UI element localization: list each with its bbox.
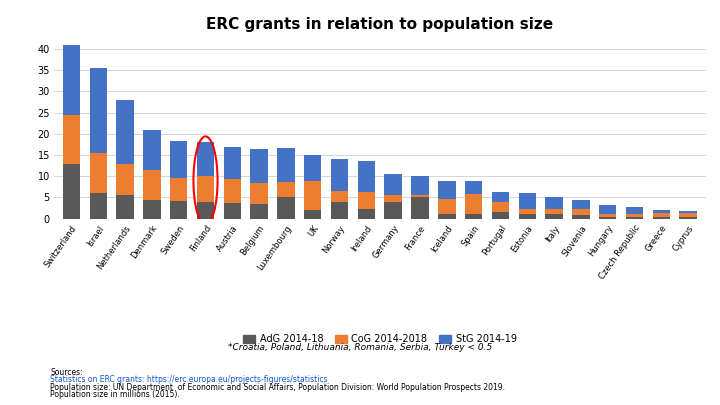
Bar [117,195,134,219]
Bar [277,148,294,182]
Bar [143,170,161,200]
Bar [197,176,215,202]
Bar [170,201,187,219]
Bar [492,212,509,219]
Bar [384,195,402,202]
Bar [599,217,616,219]
Bar [251,149,268,183]
Bar [465,181,482,194]
Bar [626,207,643,215]
Bar [680,213,697,217]
Bar [224,202,241,219]
Bar [680,211,697,213]
Bar [170,177,187,201]
Bar [438,199,456,213]
Bar [384,174,402,195]
Bar [224,179,241,202]
Bar [599,215,616,217]
Bar [143,200,161,219]
Bar [63,164,80,219]
Bar [277,197,294,219]
Bar [626,215,643,217]
Bar [680,217,697,219]
Bar [411,198,428,219]
Bar [438,213,456,219]
Bar [331,202,348,219]
Bar [545,209,563,215]
Bar [170,141,187,177]
Bar [358,192,375,209]
Bar [492,202,509,212]
Bar [63,45,80,115]
Bar [304,210,321,219]
Title: ERC grants in relation to population size: ERC grants in relation to population siz… [206,17,554,32]
Bar [492,192,509,202]
Bar [545,198,563,209]
Bar [117,100,134,164]
Bar [411,176,428,195]
Bar [465,194,482,213]
Bar [197,202,215,219]
Bar [331,191,348,202]
Bar [251,183,268,204]
Bar [331,159,348,191]
Bar [545,215,563,219]
Bar [652,210,670,213]
Bar [384,202,402,219]
Bar [277,182,294,197]
Bar [358,209,375,219]
Bar [143,130,161,170]
Bar [358,160,375,192]
Text: Population size in millions (2015).: Population size in millions (2015). [50,390,180,399]
Bar [89,68,107,153]
Bar [652,217,670,219]
Bar [304,155,321,181]
Text: *Croatia, Poland, Lithuania, Romania, Serbia, Turkey < 0.5: *Croatia, Poland, Lithuania, Romania, Se… [228,343,492,352]
Bar [518,215,536,219]
Text: Statistics on ERC grants: https://erc.europa.eu/projects-figures/statistics: Statistics on ERC grants: https://erc.eu… [50,375,328,384]
Bar [197,142,215,176]
Bar [626,217,643,219]
Bar [411,195,428,198]
Bar [251,204,268,219]
Bar [518,209,536,215]
Bar [572,200,590,209]
Bar [63,115,80,164]
Bar [89,193,107,219]
Bar [599,205,616,215]
Bar [89,153,107,193]
Text: Sources:: Sources: [50,368,83,377]
Bar [518,193,536,209]
Bar [572,209,590,215]
Legend: AdG 2014-18, CoG 2014-2018, StG 2014-19: AdG 2014-18, CoG 2014-2018, StG 2014-19 [239,330,521,348]
Bar [224,147,241,179]
Bar [438,181,456,199]
Text: Population size: UN Department  of Economic and Social Affairs, Population Divis: Population size: UN Department of Econom… [50,383,505,392]
Bar [652,213,670,217]
Bar [572,215,590,219]
Bar [465,213,482,219]
Bar [117,164,134,195]
Bar [304,181,321,210]
